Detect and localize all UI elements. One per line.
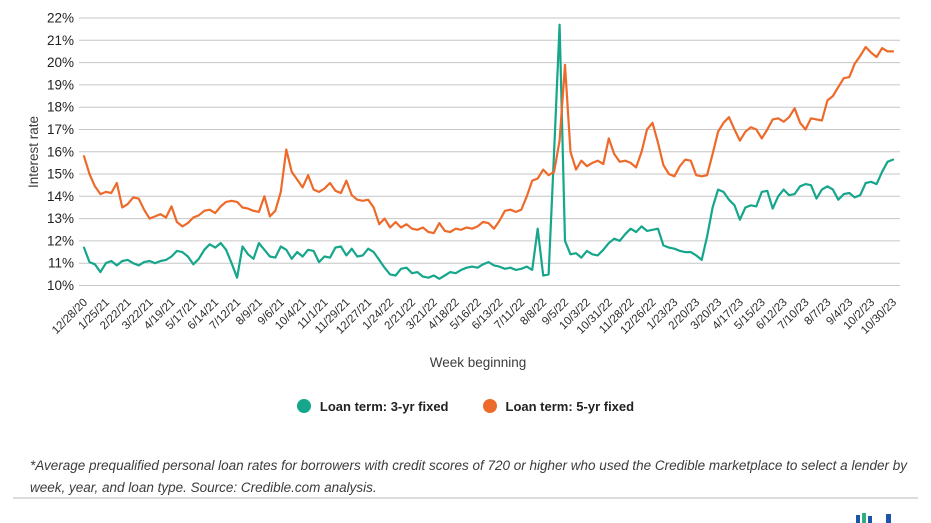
y-tick-label: 22% (47, 11, 74, 26)
y-tick-label: 14% (47, 189, 74, 204)
y-tick-label: 15% (47, 167, 74, 182)
series-layer (82, 23, 895, 280)
chart-canvas: 10%11%12%13%14%15%16%17%18%19%20%21%22%1… (26, 11, 900, 370)
y-tick-label: 13% (47, 211, 74, 226)
series-line-5yr (82, 45, 895, 235)
y-tick-label: 20% (47, 55, 74, 70)
y-tick-label: 21% (47, 33, 74, 48)
y-tick-label: 18% (47, 100, 74, 115)
grid-layer (79, 17, 900, 286)
series-line-3yr (82, 23, 895, 280)
y-tick-label: 12% (47, 233, 74, 248)
y-axis-title: Interest rate (26, 116, 41, 188)
y-tick-label: 16% (47, 144, 74, 159)
y-tick-label: 17% (47, 122, 74, 137)
legend-item-3yr: Loan term: 3-yr fixed (296, 398, 449, 414)
bottom-divider (13, 497, 918, 499)
bar-chart-logo-icon (856, 513, 891, 523)
x-axis-title: Week beginning (430, 355, 527, 370)
chart-legend: Loan term: 3-yr fixed Loan term: 5-yr fi… (0, 392, 931, 420)
y-tick-label: 11% (48, 256, 74, 271)
legend-dot-orange-icon (482, 399, 497, 413)
legend-dot-teal-icon (296, 399, 311, 413)
legend-item-5yr: Loan term: 5-yr fixed (482, 398, 635, 414)
y-tick-label: 10% (47, 278, 74, 293)
rates-line-chart: 10% 11% 12% 13% 14% 15% 16% 17% 18% 19% 20% 21% 22% 1… (26, 11, 900, 370)
legend-label-3yr: Loan term: 3-yr fixed (319, 398, 449, 414)
y-tick-label: 19% (47, 77, 74, 92)
footnote: *Average prequalified personal loan rate… (30, 457, 907, 495)
legend-label-5yr: Loan term: 5-yr fixed (505, 398, 635, 414)
